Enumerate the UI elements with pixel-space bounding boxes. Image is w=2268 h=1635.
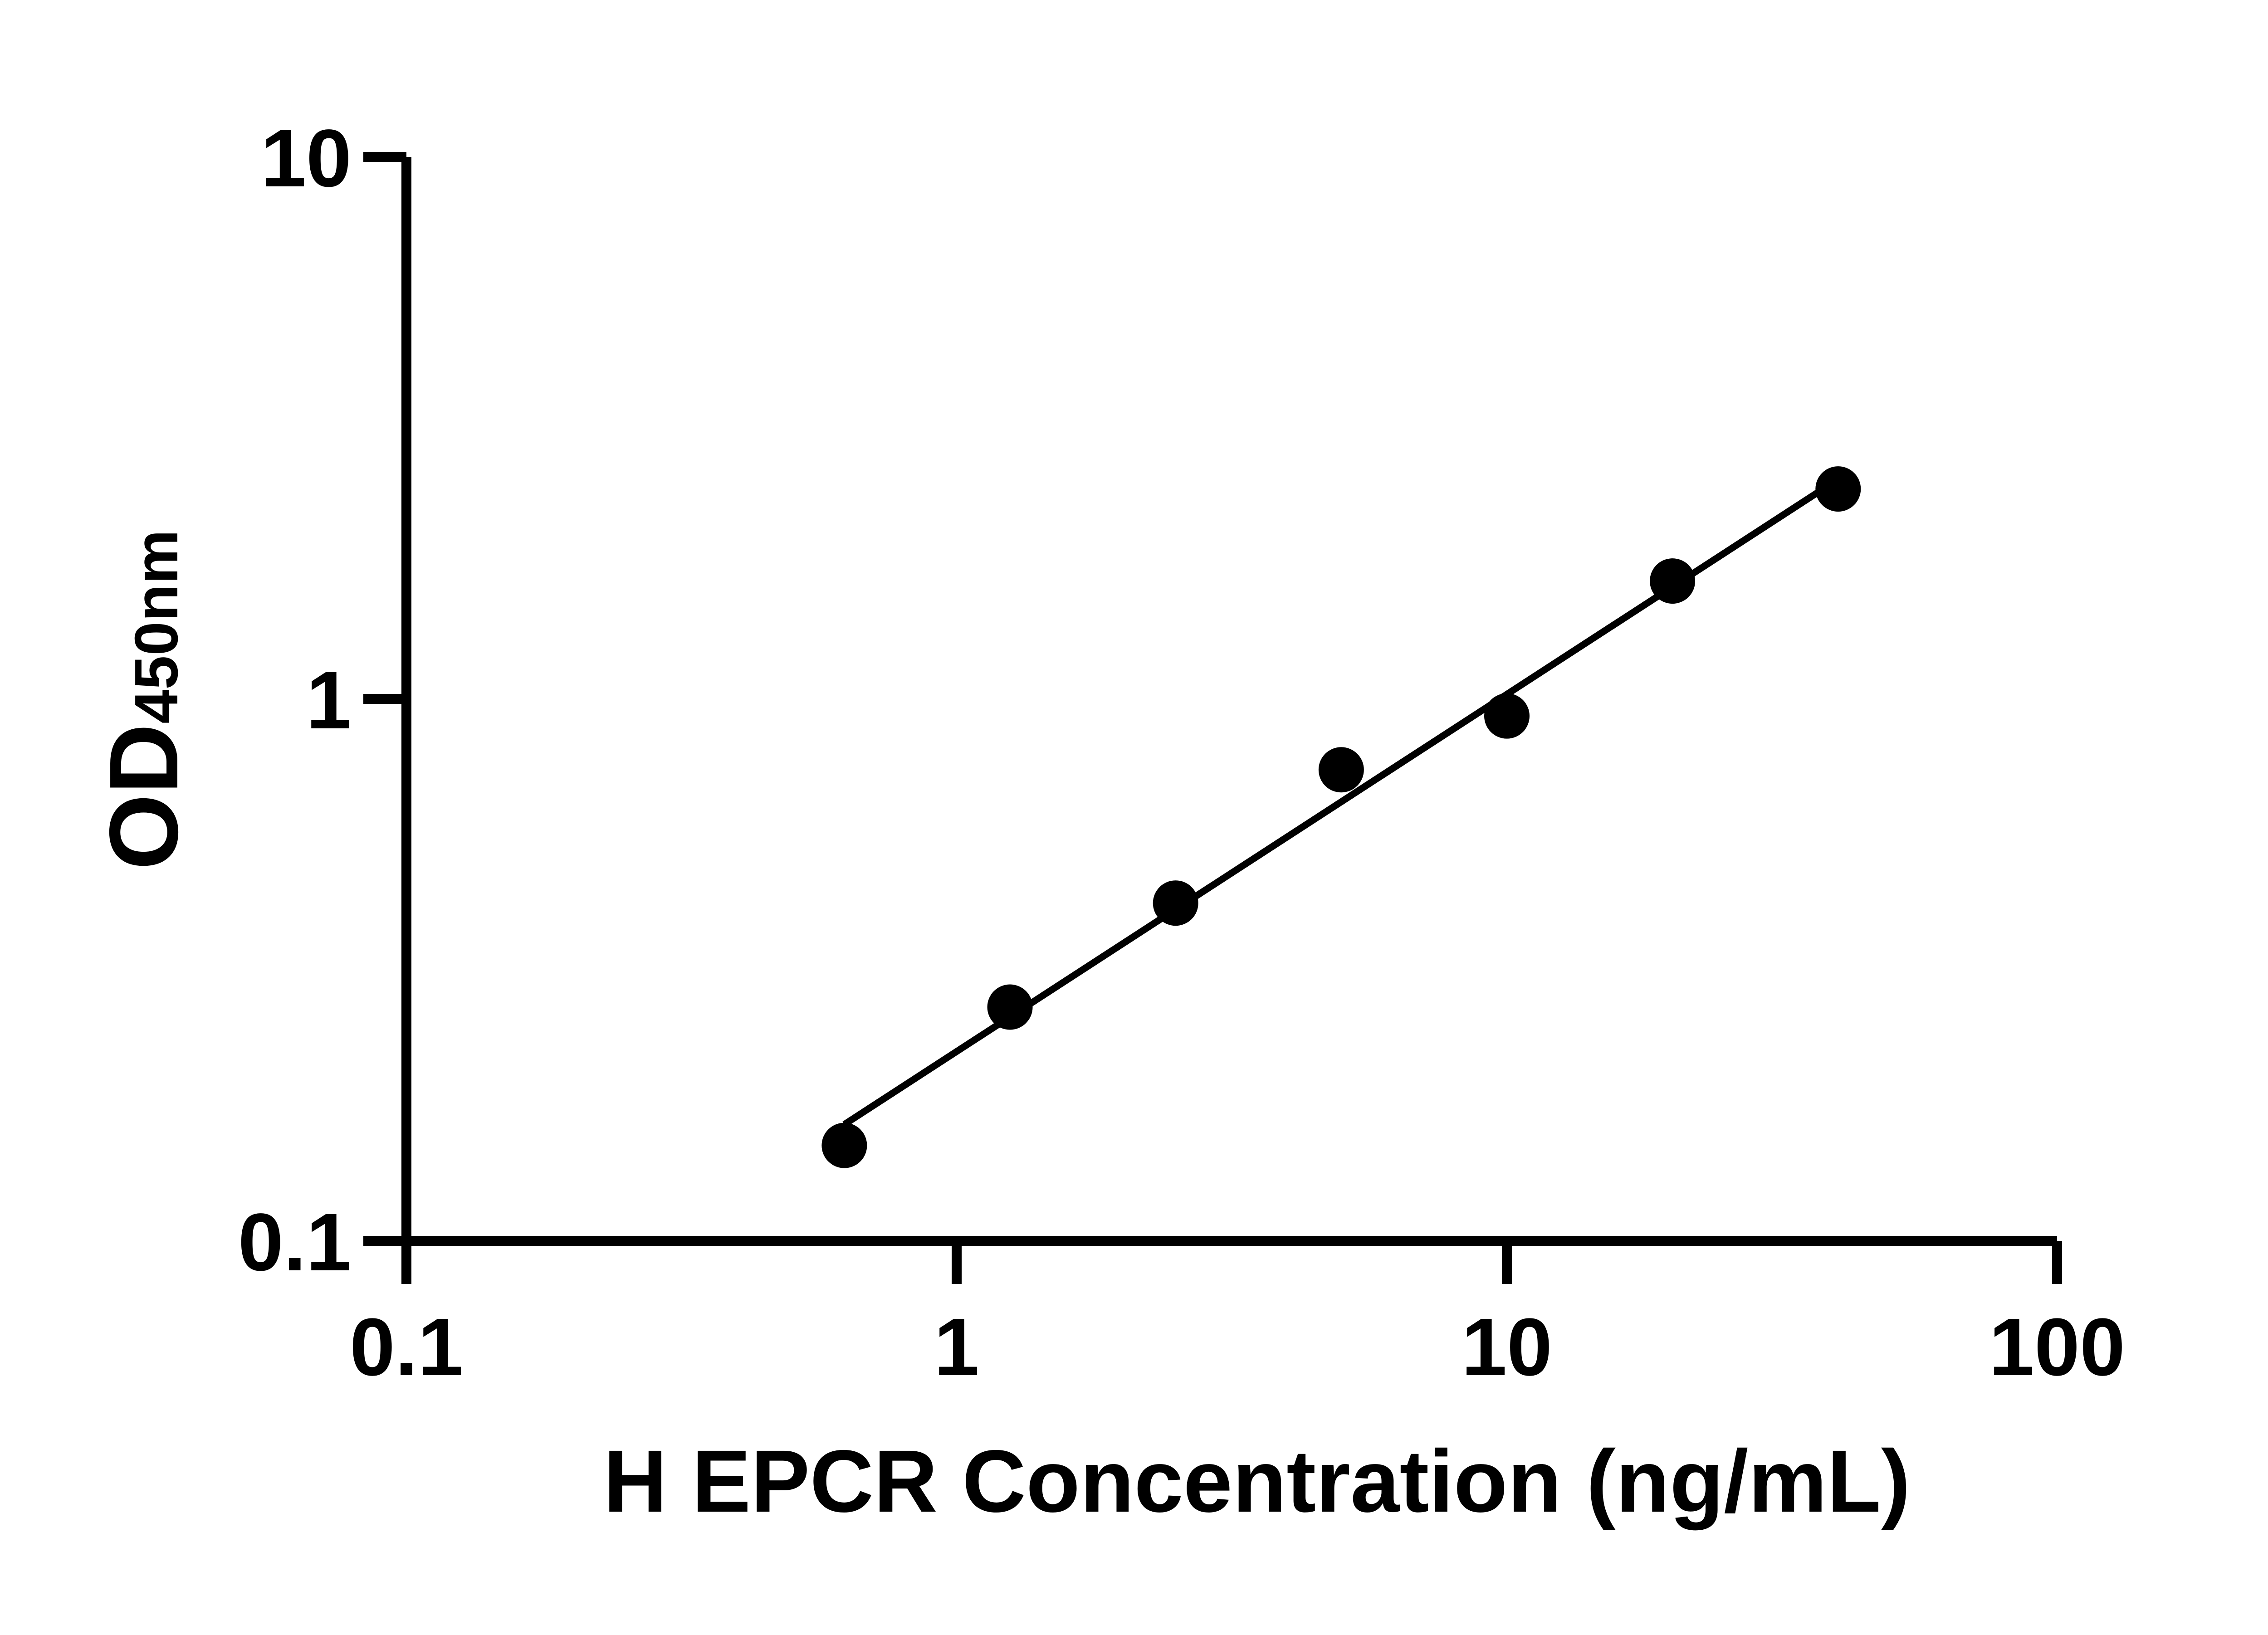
- y-axis-title-sub: 450nm: [122, 530, 191, 724]
- data-point: [1650, 558, 1696, 604]
- y-tick-label: 1: [306, 655, 352, 746]
- x-tick-label: 0.1: [350, 1302, 463, 1393]
- y-tick-label: 0.1: [238, 1197, 352, 1288]
- axes-layer: [363, 152, 2062, 1284]
- x-tick-label: 1: [934, 1302, 979, 1393]
- x-tick-label: 100: [1989, 1302, 2125, 1393]
- axis-frame: [401, 157, 2057, 1246]
- data-point: [1318, 747, 1364, 793]
- data-point: [987, 984, 1033, 1030]
- y-axis-title-main: OD: [89, 724, 198, 870]
- x-axis-title: H EPCR Concentration (ng/mL): [603, 1432, 1911, 1531]
- y-tick-label: 10: [261, 113, 352, 204]
- tick-labels-layer: 0.1 1 10 100 0.1 1 10: [238, 113, 2125, 1393]
- data-point: [1815, 466, 1861, 512]
- data-point: [821, 1123, 867, 1168]
- points-layer: [821, 466, 1861, 1168]
- data-point: [1484, 693, 1530, 739]
- data-point: [1153, 880, 1198, 926]
- x-tick-label: 10: [1461, 1302, 1552, 1393]
- y-axis-title: OD450nm: [89, 530, 198, 870]
